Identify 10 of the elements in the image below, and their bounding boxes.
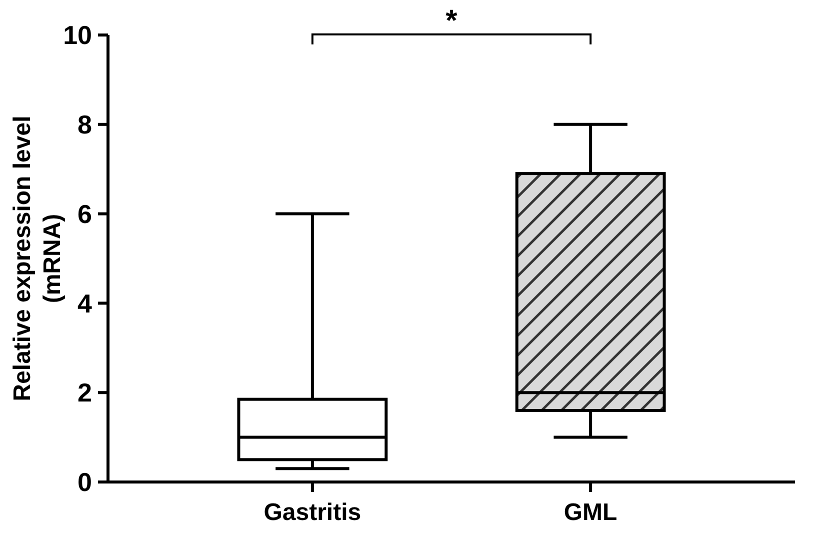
y-tick-label: 0 — [78, 467, 92, 498]
annotation: * — [446, 4, 458, 38]
x-tick-label: GML — [564, 499, 618, 526]
y-tick-label: 8 — [78, 110, 92, 140]
y-tick-label: 2 — [78, 378, 92, 408]
y-tick-label: 6 — [78, 198, 92, 229]
y-axis-title: Relative expression level (mRNA) — [9, 116, 66, 402]
x-tick-label: Gastritis — [264, 499, 362, 526]
y-tick-label: 4 — [78, 288, 93, 318]
y-tick-label: 10 — [63, 20, 92, 50]
